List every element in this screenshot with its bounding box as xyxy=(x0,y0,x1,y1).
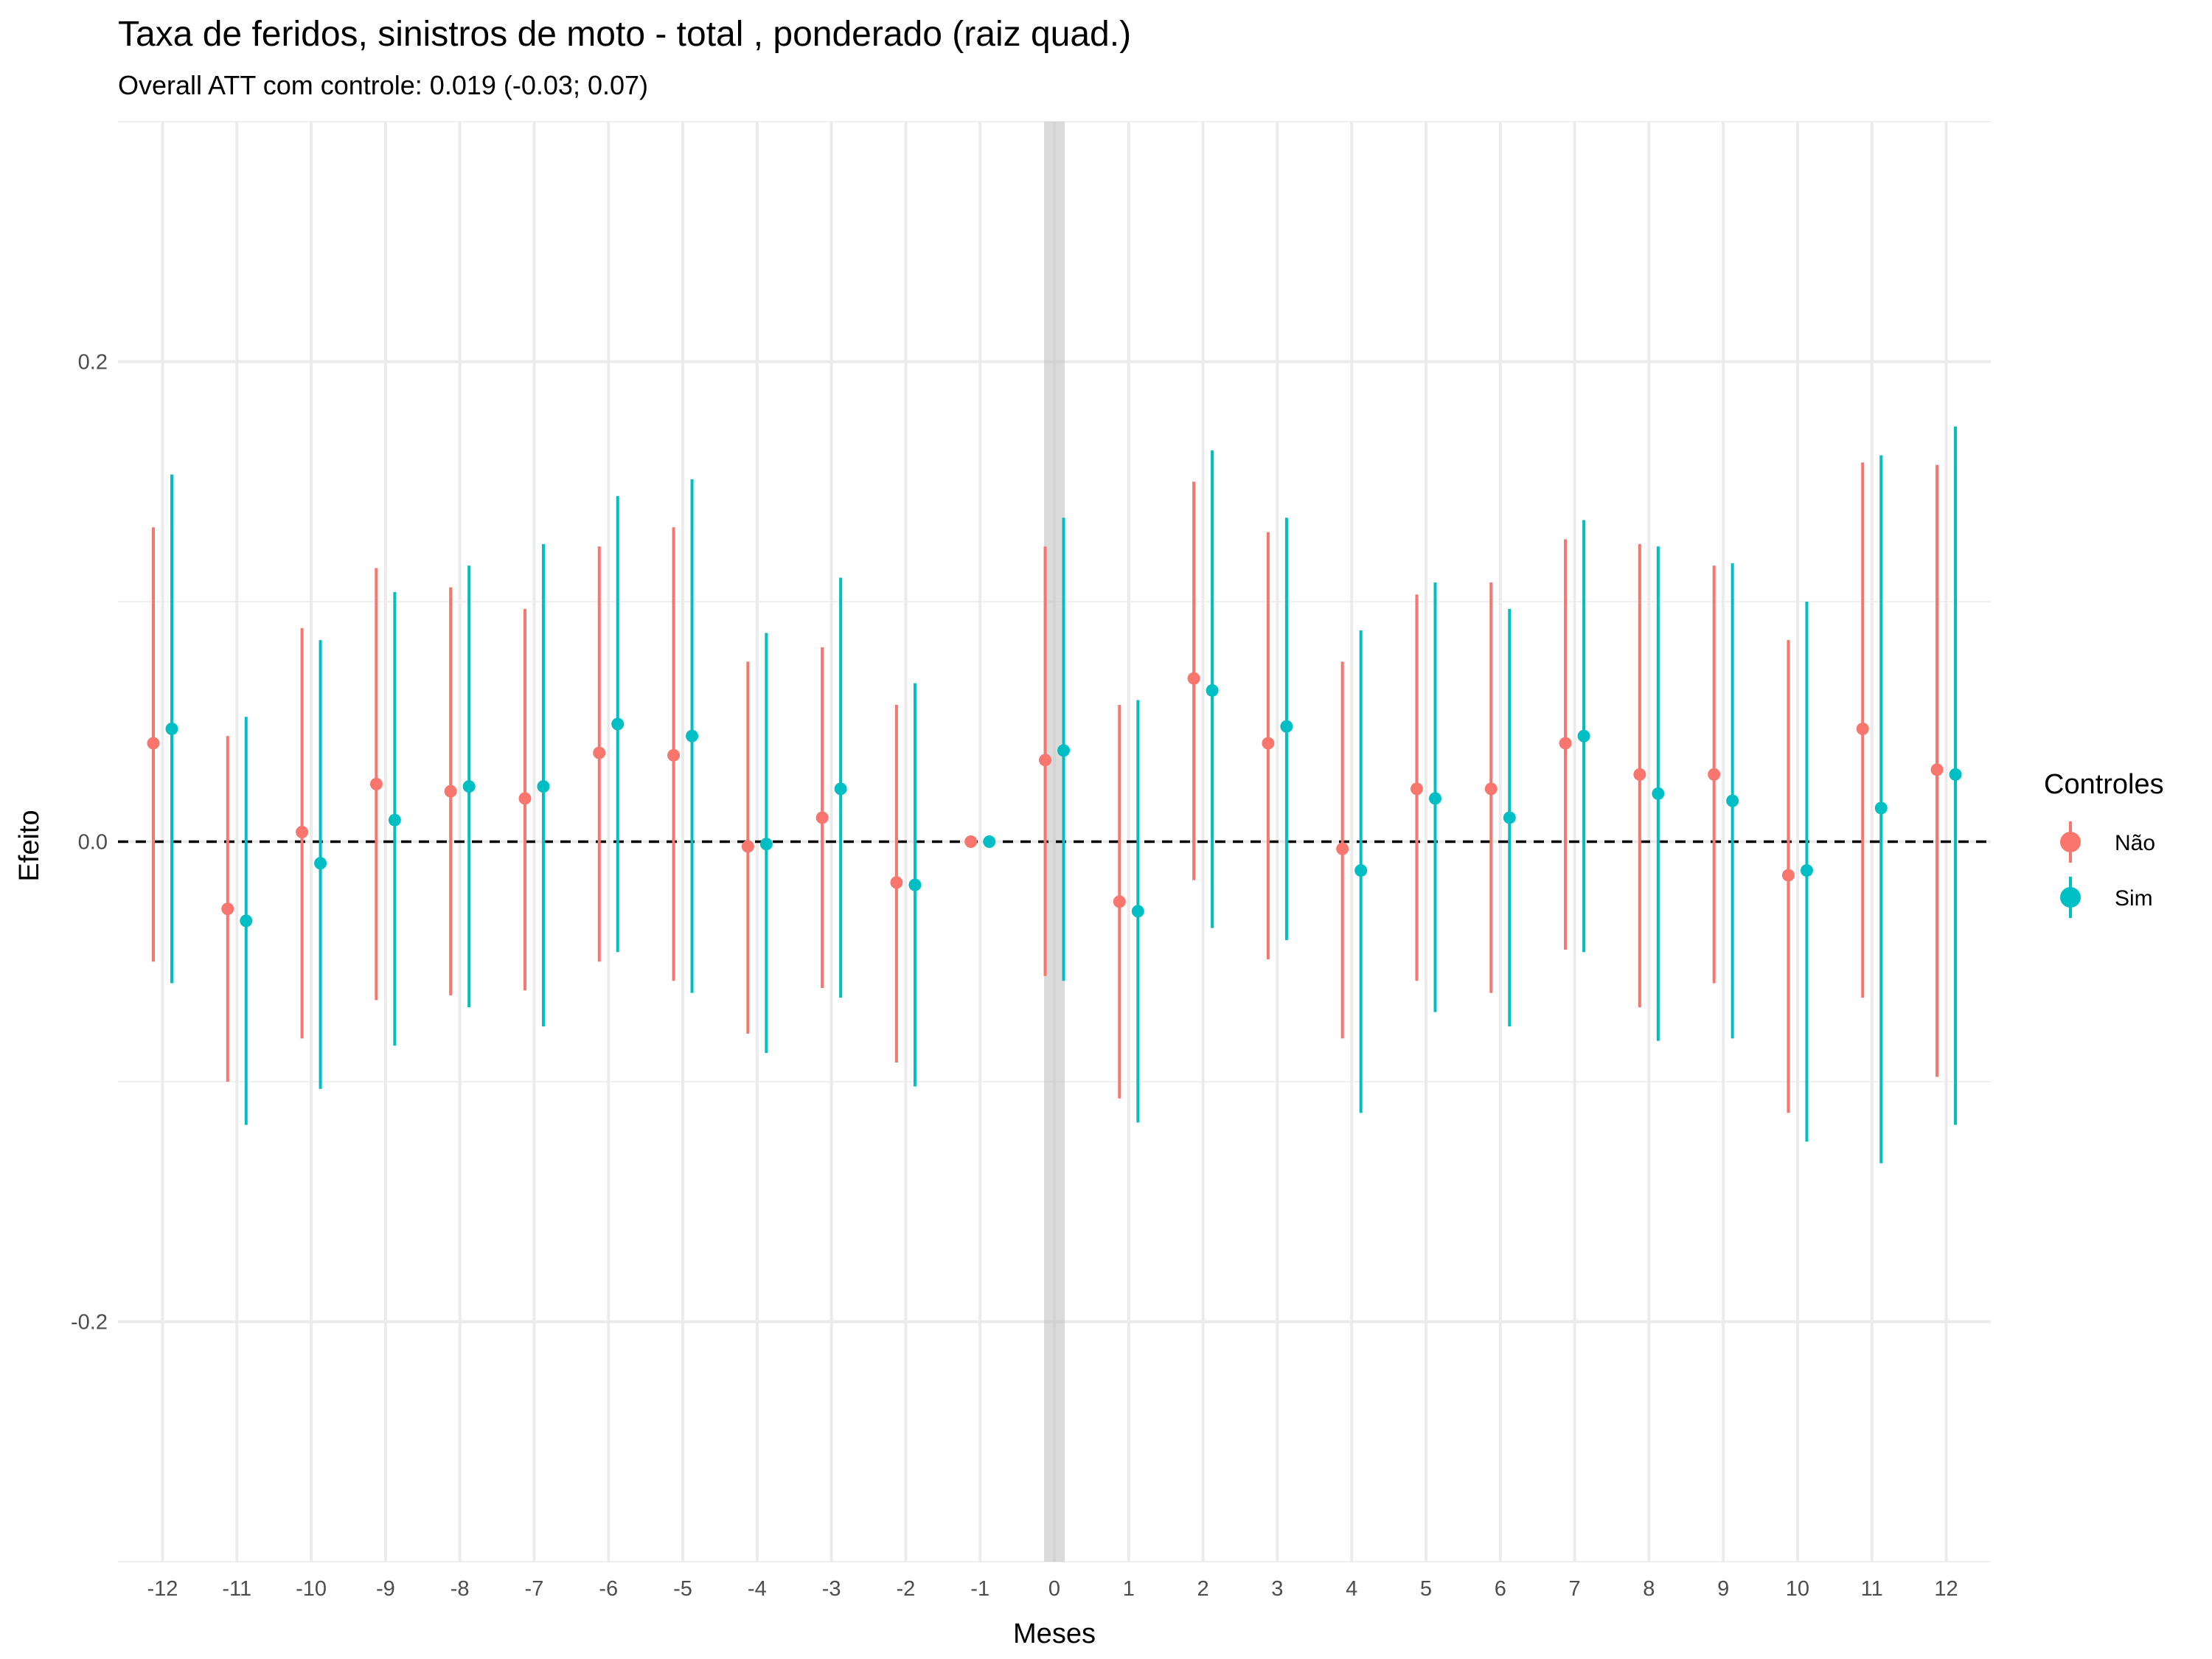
data-point xyxy=(1187,672,1200,685)
x-tick-label: 8 xyxy=(1643,1577,1655,1601)
x-tick-label: -4 xyxy=(748,1577,767,1601)
x-tick-label: 2 xyxy=(1197,1577,1209,1601)
y-tick-label: 0.2 xyxy=(78,351,108,375)
ticks-layer: -0.20.00.2-12 -11 -10 -9 -8 -7 -6 -5 -4 -3 -2 -1 0 1 2… xyxy=(71,351,1958,1601)
data-point xyxy=(147,737,160,750)
data-point xyxy=(611,717,625,731)
y-axis-title: Efeito xyxy=(14,810,45,881)
data-point xyxy=(1949,768,1962,781)
x-tick-label: -1 xyxy=(970,1577,990,1601)
series-n-o xyxy=(147,462,1944,1113)
data-point xyxy=(1113,895,1126,908)
data-point xyxy=(1503,811,1516,824)
x-tick-label: 3 xyxy=(1271,1577,1283,1601)
x-tick-label: 10 xyxy=(1786,1577,1809,1601)
data-point xyxy=(834,782,847,796)
data-point xyxy=(1874,801,1888,815)
data-point xyxy=(1633,768,1646,781)
x-tick-label: 4 xyxy=(1346,1577,1357,1601)
data-point xyxy=(1057,744,1070,757)
data-point xyxy=(1781,869,1795,882)
x-tick-label: 12 xyxy=(1934,1577,1958,1601)
data-point xyxy=(369,777,383,790)
data-point xyxy=(1206,684,1219,697)
data-point xyxy=(1800,864,1813,877)
x-tick-label: -12 xyxy=(147,1577,178,1601)
x-tick-label: -6 xyxy=(599,1577,618,1601)
chart-subtitle: Overall ATT com controle: 0.019 (-0.03; … xyxy=(118,70,648,100)
x-tick-label: 5 xyxy=(1420,1577,1432,1601)
data-point xyxy=(1428,792,1441,805)
series-sim xyxy=(165,426,1962,1164)
data-point xyxy=(1930,763,1944,776)
x-tick-label: -10 xyxy=(296,1577,327,1601)
legend-key-point xyxy=(2060,887,2081,908)
data-point xyxy=(667,748,681,762)
data-point xyxy=(1856,723,1869,736)
legend-keys: Não Sim xyxy=(2060,821,2155,918)
data-point xyxy=(1726,794,1739,807)
x-tick-label: -2 xyxy=(897,1577,916,1601)
legend-key-point xyxy=(2060,832,2081,852)
data-point xyxy=(1039,754,1051,767)
x-tick-label: -3 xyxy=(822,1577,841,1601)
data-point xyxy=(815,811,829,824)
data-point xyxy=(1131,905,1144,918)
x-tick-label: -9 xyxy=(376,1577,395,1601)
y-tick-label: -0.2 xyxy=(71,1311,108,1335)
data-point xyxy=(890,876,903,889)
legend-label: Não xyxy=(2115,831,2155,855)
data-point xyxy=(1484,782,1498,796)
data-point xyxy=(1262,737,1275,750)
x-tick-label: 0 xyxy=(1048,1577,1060,1601)
x-tick-label: 9 xyxy=(1717,1577,1729,1601)
data-point xyxy=(1559,737,1572,750)
data-point xyxy=(593,746,606,759)
data-point xyxy=(964,835,978,848)
data-point xyxy=(444,785,457,798)
x-tick-label: 6 xyxy=(1495,1577,1506,1601)
data-point xyxy=(686,729,699,742)
x-axis-title: Meses xyxy=(1013,1618,1096,1649)
data-point xyxy=(1652,787,1665,800)
data-point xyxy=(518,792,532,805)
data-point xyxy=(1708,768,1721,781)
data-point xyxy=(296,825,309,838)
marks-layer xyxy=(147,426,1962,1164)
legend-item: Não xyxy=(2060,821,2155,863)
legend-item: Sim xyxy=(2060,877,2153,918)
data-point xyxy=(908,878,922,891)
data-point xyxy=(388,813,401,827)
x-tick-label: 1 xyxy=(1123,1577,1135,1601)
data-point xyxy=(1577,729,1590,742)
data-point xyxy=(537,780,550,793)
data-point xyxy=(759,838,773,851)
chart-title: Taxa de feridos, sinistros de moto - tot… xyxy=(118,15,1131,54)
data-point xyxy=(1336,842,1349,855)
data-point xyxy=(741,840,754,853)
x-tick-label: 11 xyxy=(1861,1577,1883,1601)
legend: Controles Não Sim xyxy=(2044,769,2164,918)
legend-title: Controles xyxy=(2044,769,2164,800)
data-point xyxy=(1410,782,1423,796)
data-point xyxy=(240,914,253,928)
x-tick-label: 7 xyxy=(1568,1577,1580,1601)
x-tick-label: -8 xyxy=(451,1577,470,1601)
x-tick-label: -11 xyxy=(222,1577,251,1601)
legend-label: Sim xyxy=(2115,886,2153,911)
data-point xyxy=(165,723,178,736)
x-tick-label: -5 xyxy=(673,1577,692,1601)
data-point xyxy=(1354,864,1368,877)
data-point xyxy=(983,835,996,848)
y-tick-label: 0.0 xyxy=(78,831,108,855)
data-point xyxy=(1280,720,1293,733)
data-point xyxy=(314,857,327,870)
data-point xyxy=(221,902,234,916)
data-point xyxy=(462,780,476,793)
x-tick-label: -7 xyxy=(525,1577,544,1601)
